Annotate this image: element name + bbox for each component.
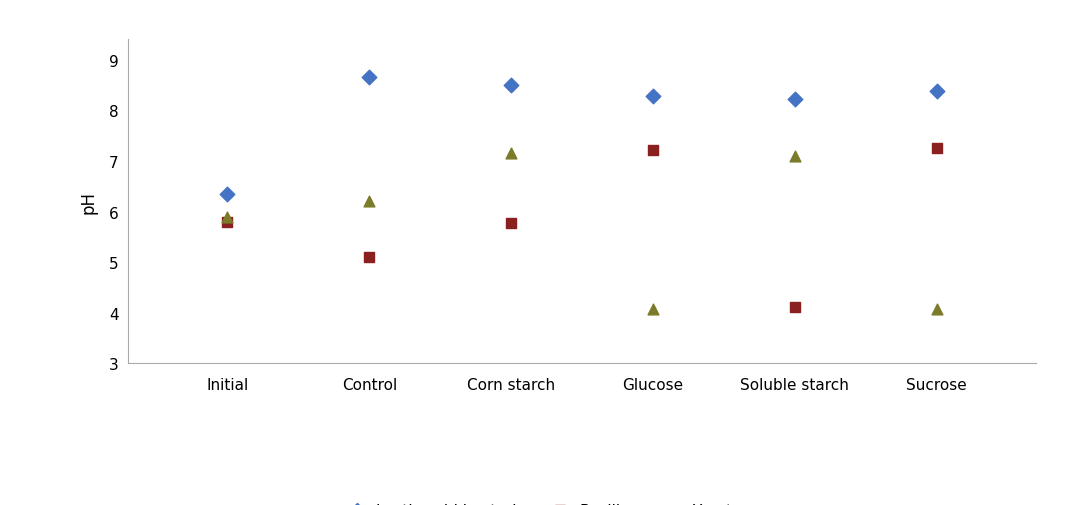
- Point: [503, 219, 520, 227]
- Point: [928, 88, 945, 96]
- Y-axis label: pH: pH: [80, 190, 97, 214]
- Point: [786, 303, 803, 311]
- Point: [503, 82, 520, 90]
- Point: [786, 96, 803, 104]
- Point: [361, 198, 378, 206]
- Point: [928, 305, 945, 313]
- Point: [644, 305, 661, 313]
- Point: [219, 190, 236, 198]
- Point: [644, 146, 661, 155]
- Point: [503, 150, 520, 158]
- Point: [928, 145, 945, 153]
- Point: [219, 213, 236, 221]
- Point: [361, 254, 378, 262]
- Point: [219, 218, 236, 226]
- Point: [786, 153, 803, 161]
- Point: [644, 93, 661, 101]
- Legend: Lactic acid bacteria, Bacillus, Yeast: Lactic acid bacteria, Bacillus, Yeast: [335, 497, 738, 505]
- Point: [361, 74, 378, 82]
